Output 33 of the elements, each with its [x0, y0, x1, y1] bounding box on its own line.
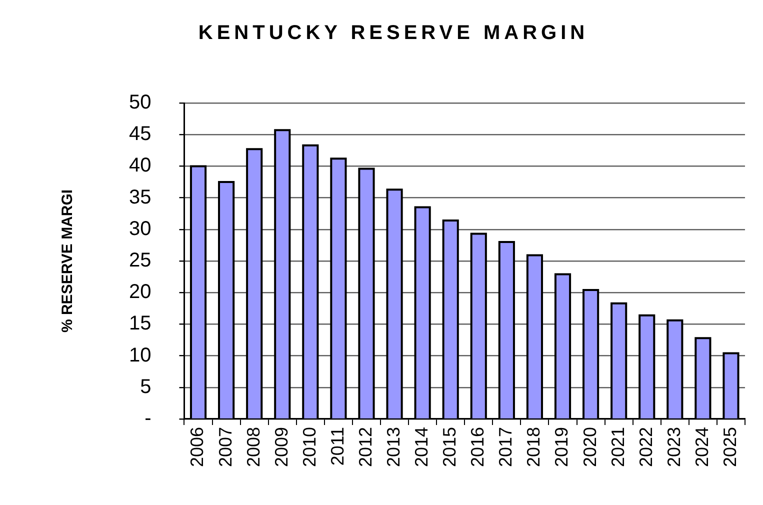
y-axis-title: % RESERVE MARGI — [59, 189, 76, 333]
x-tick-label: 2007 — [215, 426, 236, 468]
x-tick-label: 2025 — [720, 426, 740, 468]
y-tick-label: 5 — [140, 376, 152, 398]
x-tick-label: 2018 — [524, 426, 544, 468]
y-tick-label: 40 — [128, 154, 152, 177]
x-tick-label: 2016 — [468, 426, 488, 468]
y-tick-label: 20 — [128, 281, 152, 304]
x-tick-label: 2022 — [636, 426, 656, 468]
x-tick-label: 2020 — [580, 426, 600, 468]
x-tick-label: 2008 — [243, 426, 264, 468]
x-tick-label: 2006 — [187, 426, 208, 468]
y-tick-label: 15 — [128, 312, 152, 335]
x-tick-label: 2011 — [327, 426, 348, 466]
x-tick-label: 2024 — [692, 426, 712, 468]
chart-title: KENTUCKY RESERVE MARGIN — [197, 21, 590, 45]
x-tick-label: 2014 — [412, 426, 432, 468]
y-tick-label: 50 — [128, 92, 152, 114]
x-tick-label: 2012 — [355, 426, 376, 468]
y-tick-label: 25 — [128, 249, 152, 272]
y-tick-label: 30 — [128, 218, 152, 240]
x-tick-label: 2023 — [664, 426, 684, 468]
x-tick-label: 2021 — [608, 426, 628, 468]
x-tick-label: 2015 — [440, 426, 460, 468]
y-tick-label: 35 — [128, 186, 152, 208]
x-tick-label: 2009 — [271, 426, 292, 468]
y-tick-label: 45 — [128, 123, 152, 146]
y-tick-label: 10 — [128, 344, 152, 366]
x-tick-label: 2010 — [299, 426, 320, 468]
x-tick-label: 2013 — [384, 426, 404, 468]
x-tick-label: 2017 — [496, 426, 516, 468]
y-tick-label: - — [144, 407, 152, 430]
x-tick-label: 2019 — [552, 426, 572, 468]
